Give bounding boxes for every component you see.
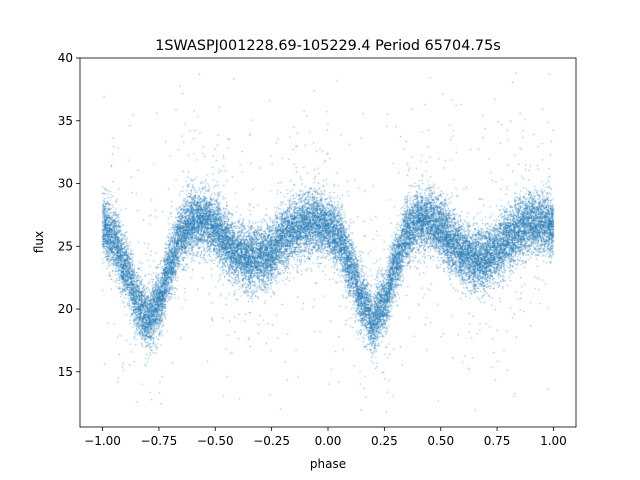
- x-tick-label: 0.75: [484, 434, 511, 448]
- x-tick-label: 0.50: [427, 434, 454, 448]
- x-axis: −1.00 −0.75 −0.50 −0.25 0.00 0.25 0.50 0.75 1.00: [84, 427, 567, 448]
- scatter-points: [80, 58, 576, 427]
- data-points: [80, 58, 576, 427]
- y-tick-label: 25: [58, 239, 73, 253]
- x-tick-label: −0.75: [141, 434, 178, 448]
- y-tick-label: 15: [58, 365, 73, 379]
- y-axis: 15 20 25 30 35 40: [58, 51, 80, 379]
- y-axis-label: flux: [32, 231, 46, 253]
- y-tick-label: 40: [58, 51, 73, 65]
- x-tick-label: −0.25: [253, 434, 290, 448]
- chart-title: 1SWASPJ001228.69-105229.4 Period 65704.7…: [155, 38, 501, 54]
- scatter-canvas: [80, 58, 576, 427]
- y-tick-label: 30: [58, 177, 73, 191]
- x-tick-label: 0.00: [315, 434, 342, 448]
- x-tick-label: 0.25: [371, 434, 398, 448]
- y-tick-label: 20: [58, 302, 73, 316]
- y-tick-label: 35: [58, 114, 73, 128]
- x-tick-label: −1.00: [84, 434, 121, 448]
- x-axis-label: phase: [310, 457, 346, 471]
- x-tick-label: 1.00: [540, 434, 567, 448]
- x-tick-label: −0.50: [197, 434, 234, 448]
